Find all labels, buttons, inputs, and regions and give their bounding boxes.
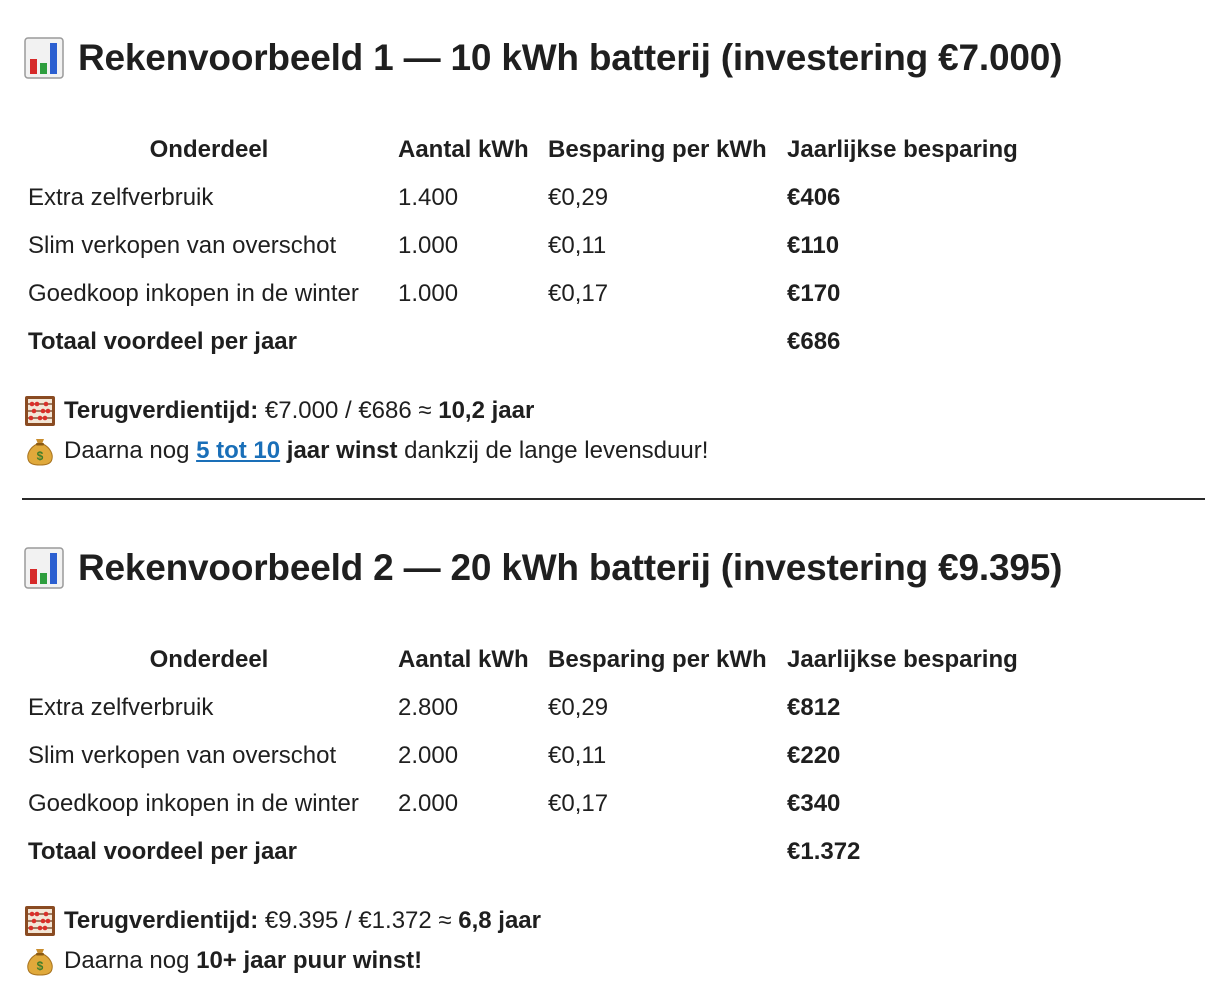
cell-yearly: €340 <box>787 790 841 817</box>
cell-per-kwh: €0,11 <box>548 742 607 769</box>
payback-calc: €7.000 / €686 ≈ <box>258 397 439 424</box>
cell-yearly: €170 <box>787 280 841 307</box>
cell-kwh: 1.400 <box>398 184 459 211</box>
cell-part: Slim verkopen van overschot <box>28 742 337 769</box>
example-2-heading-text: Rekenvoorbeeld 2 — 20 kWh batterij (inve… <box>78 547 1063 588</box>
table-total-row: Totaal voordeel per jaar €1.372 <box>24 828 1041 876</box>
total-value: €1.372 <box>787 838 861 865</box>
payback-result: 6,8 jaar <box>458 907 541 934</box>
total-value: €686 <box>787 328 841 355</box>
table-row: Goedkoop inkopen in de winter 1.000 €0,1… <box>24 270 1041 318</box>
cell-kwh: 1.000 <box>398 232 459 259</box>
example-1-section: Rekenvoorbeeld 1 — 10 kWh batterij (inve… <box>24 30 1205 86</box>
cell-part: Extra zelfverbruik <box>28 184 214 211</box>
example-1-table: Onderdeel Aantal kWh Besparing per kWh J… <box>24 126 1041 366</box>
cell-per-kwh: €0,29 <box>548 694 609 721</box>
cell-part: Slim verkopen van overschot <box>28 232 337 259</box>
cell-per-kwh: €0,29 <box>548 184 609 211</box>
column-header-kwh: Aantal kWh <box>398 646 529 673</box>
cell-per-kwh: €0,17 <box>548 280 609 307</box>
column-header-per-kwh: Besparing per kWh <box>548 136 767 163</box>
cell-kwh: 1.000 <box>398 280 459 307</box>
cell-kwh: 2.000 <box>398 790 459 817</box>
profit-prefix: Daarna nog <box>64 437 197 464</box>
profit-prefix: Daarna nog <box>64 947 197 974</box>
example-2-table: Onderdeel Aantal kWh Besparing per kWh J… <box>24 636 1041 876</box>
abacus-icon <box>24 395 56 427</box>
table-row: Goedkoop inkopen in de winter 2.000 €0,1… <box>24 780 1041 828</box>
table-row: Extra zelfverbruik 1.400 €0,29 €406 <box>24 174 1041 222</box>
cell-yearly: €110 <box>787 232 840 259</box>
cell-per-kwh: €0,11 <box>548 232 607 259</box>
cell-yearly: €812 <box>787 694 841 721</box>
profit-years-link[interactable]: 5 tot 10 <box>196 437 281 464</box>
table-row: Extra zelfverbruik 2.800 €0,29 €812 <box>24 684 1041 732</box>
column-header-part: Onderdeel <box>149 646 269 673</box>
cell-part: Extra zelfverbruik <box>28 694 214 721</box>
total-label: Totaal voordeel per jaar <box>28 838 297 865</box>
abacus-icon <box>24 905 56 937</box>
payback-label: Terugverdientijd: <box>64 907 259 934</box>
money-bag-icon <box>24 945 56 977</box>
payback-result: 10,2 jaar <box>438 397 535 424</box>
cell-per-kwh: €0,17 <box>548 790 609 817</box>
example-1-payback: Terugverdientijd: €7.000 / €686 ≈ 10,2 j… <box>24 391 534 431</box>
example-2-payback: Terugverdientijd: €9.395 / €1.372 ≈ 6,8 … <box>24 901 541 941</box>
example-2-section: Rekenvoorbeeld 2 — 20 kWh batterij (inve… <box>24 540 1205 596</box>
table-header-row: Onderdeel Aantal kWh Besparing per kWh J… <box>24 126 1041 174</box>
cell-yearly: €220 <box>787 742 841 769</box>
payback-label: Terugverdientijd: <box>64 397 259 424</box>
profit-suffix: dankzij de lange levensduur! <box>397 437 709 464</box>
cell-yearly: €406 <box>787 184 841 211</box>
profit-bold: 10+ jaar puur winst! <box>196 947 423 974</box>
example-1-heading: Rekenvoorbeeld 1 — 10 kWh batterij (inve… <box>24 30 1205 86</box>
example-1-heading-text: Rekenvoorbeeld 1 — 10 kWh batterij (inve… <box>78 37 1063 78</box>
table-header-row: Onderdeel Aantal kWh Besparing per kWh J… <box>24 636 1041 684</box>
column-header-per-kwh: Besparing per kWh <box>548 646 767 673</box>
money-bag-icon <box>24 435 56 467</box>
payback-calc: €9.395 / €1.372 ≈ <box>258 907 459 934</box>
table-row: Slim verkopen van overschot 1.000 €0,11 … <box>24 222 1041 270</box>
bar-chart-icon <box>24 547 64 589</box>
cell-kwh: 2.000 <box>398 742 459 769</box>
cell-part: Goedkoop inkopen in de winter <box>28 280 359 307</box>
profit-bold: jaar winst <box>280 437 398 464</box>
column-header-kwh: Aantal kWh <box>398 136 529 163</box>
example-2-profit: Daarna nog 10+ jaar puur winst! <box>24 941 422 981</box>
cell-kwh: 2.800 <box>398 694 459 721</box>
section-divider <box>22 498 1205 500</box>
table-row: Slim verkopen van overschot 2.000 €0,11 … <box>24 732 1041 780</box>
example-1-profit: Daarna nog 5 tot 10 jaar winst dankzij d… <box>24 431 708 471</box>
bar-chart-icon <box>24 37 64 79</box>
total-label: Totaal voordeel per jaar <box>28 328 297 355</box>
cell-part: Goedkoop inkopen in de winter <box>28 790 359 817</box>
column-header-yearly: Jaarlijkse besparing <box>787 646 1018 673</box>
column-header-yearly: Jaarlijkse besparing <box>787 136 1018 163</box>
table-total-row: Totaal voordeel per jaar €686 <box>24 318 1041 366</box>
column-header-part: Onderdeel <box>149 136 269 163</box>
example-2-heading: Rekenvoorbeeld 2 — 20 kWh batterij (inve… <box>24 540 1205 596</box>
